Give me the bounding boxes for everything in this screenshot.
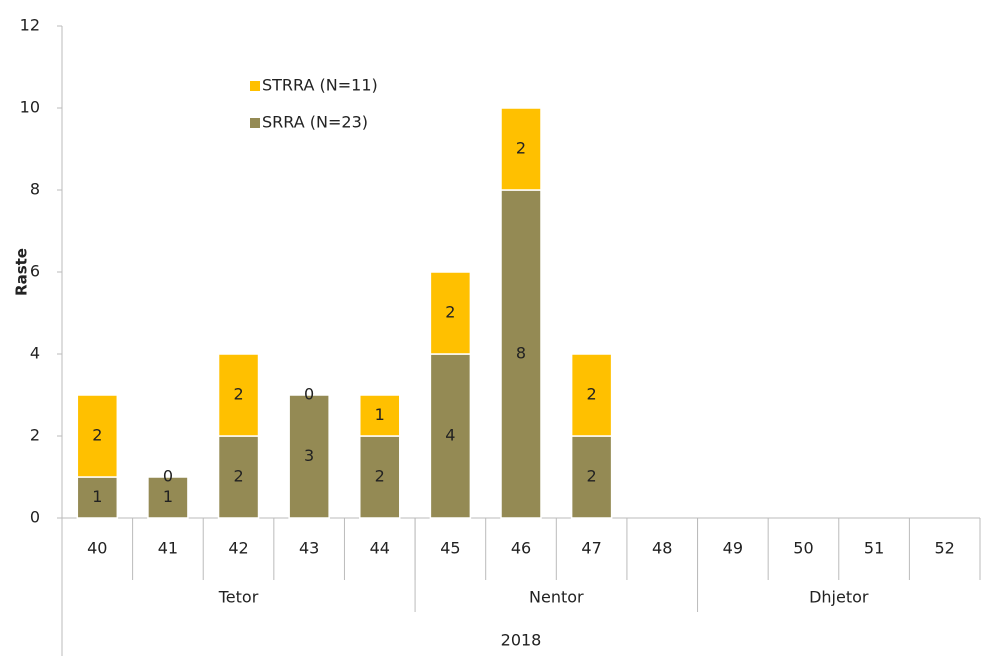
data-label: 1 <box>163 487 173 506</box>
bar-segment <box>217 353 260 437</box>
group-label: Tetor <box>218 588 259 607</box>
bar-segment <box>570 435 613 519</box>
legend-swatch <box>250 118 260 128</box>
y-tick-label: 0 <box>30 508 40 527</box>
data-label: 2 <box>375 467 385 486</box>
x-tick-label: 46 <box>511 539 531 558</box>
data-label: 2 <box>233 467 243 486</box>
bar-segment <box>570 353 613 437</box>
x-tick-label: 41 <box>158 539 178 558</box>
x-tick-label: 42 <box>228 539 248 558</box>
data-label: 1 <box>92 487 102 506</box>
bar-segment <box>76 394 119 478</box>
x-tick-label: 48 <box>652 539 672 558</box>
x-tick-label: 40 <box>87 539 107 558</box>
x-axis-label: 2018 <box>501 631 542 650</box>
x-tick-label: 50 <box>793 539 813 558</box>
y-tick-label: 10 <box>20 98 40 117</box>
y-tick-label: 6 <box>30 262 40 281</box>
bar-segment <box>147 476 189 519</box>
legend-label: STRRA (N=11) <box>262 76 378 95</box>
group-label: Nentor <box>529 588 584 607</box>
data-label: 2 <box>587 467 597 486</box>
data-label: 4 <box>445 426 455 445</box>
data-label: 2 <box>233 385 243 404</box>
x-tick-label: 45 <box>440 539 460 558</box>
y-tick-label: 8 <box>30 180 40 199</box>
x-tick-label: 51 <box>864 539 884 558</box>
legend-swatch <box>250 81 260 91</box>
y-tick-label: 4 <box>30 344 40 363</box>
x-tick-label: 52 <box>935 539 955 558</box>
group-label: Dhjetor <box>809 588 869 607</box>
bar-segment <box>500 107 542 191</box>
bar-segment <box>500 189 542 519</box>
x-tick-label: 49 <box>723 539 743 558</box>
y-tick-label: 2 <box>30 426 40 445</box>
x-tick-label: 43 <box>299 539 319 558</box>
data-label: 2 <box>516 139 526 158</box>
legend-label: SRRA (N=23) <box>262 113 368 132</box>
data-label: 2 <box>92 426 102 445</box>
bar-segment <box>359 394 401 437</box>
bar-segment <box>76 476 119 519</box>
x-tick-label: 47 <box>581 539 601 558</box>
data-label: 3 <box>304 446 314 465</box>
x-tick-label: 44 <box>370 539 390 558</box>
data-label: 8 <box>516 344 526 363</box>
data-label: 1 <box>375 405 385 424</box>
data-label: 2 <box>445 303 455 322</box>
y-tick-label: 12 <box>20 16 40 35</box>
data-label: 2 <box>587 385 597 404</box>
data-label: 0 <box>304 385 314 404</box>
y-axis-label: Raste <box>13 248 31 296</box>
data-label: 0 <box>163 467 173 486</box>
bar-segment <box>429 271 472 355</box>
bar-segment <box>288 394 330 519</box>
